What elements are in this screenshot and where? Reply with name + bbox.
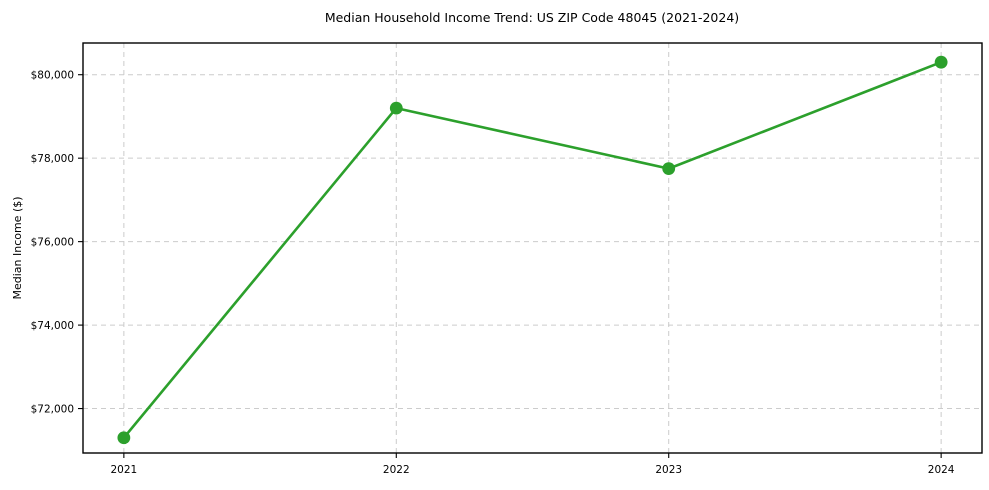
y-tick-label: $74,000	[31, 320, 74, 332]
y-tick-label: $72,000	[31, 403, 74, 415]
data-point-2022	[389, 101, 403, 115]
x-tick-label: 2021	[110, 464, 137, 476]
y-axis-label: Median Income ($)	[11, 196, 24, 299]
x-tick-label: 2023	[655, 464, 682, 476]
y-tick-label: $76,000	[31, 236, 74, 248]
chart-title: Median Household Income Trend: US ZIP Co…	[325, 10, 739, 25]
x-tick-label: 2022	[383, 464, 410, 476]
plot-border	[82, 42, 983, 454]
data-point-2021	[117, 431, 131, 445]
trend-line	[122, 60, 943, 440]
data-point-2024	[934, 55, 948, 69]
y-tick-label: $78,000	[31, 153, 74, 165]
y-tick-label: $80,000	[31, 70, 74, 82]
x-tick-label: 2024	[928, 464, 955, 476]
plot-area: $72,000 $74,000 $76,000 $78,000 $80,000 2021 2…	[31, 42, 983, 476]
data-point-2023	[662, 162, 676, 176]
